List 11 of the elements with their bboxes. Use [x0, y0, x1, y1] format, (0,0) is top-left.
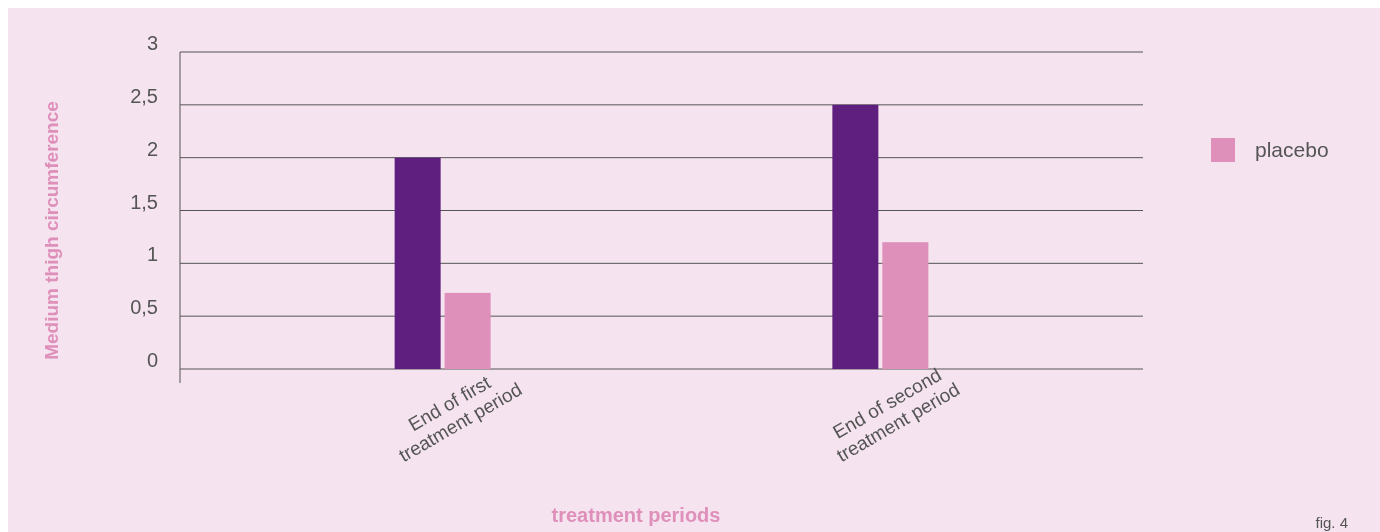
y-tick-label: 2,5 [130, 84, 158, 107]
caption: fig. 4 [1315, 514, 1348, 531]
legend-label: placebo [1255, 138, 1329, 161]
y-axis-title: Medium thigh circumference [41, 101, 62, 360]
x-axis-title: treatment periods [551, 504, 721, 526]
y-tick-label: 1 [146, 243, 158, 266]
y-tick-label: 1,5 [130, 190, 158, 213]
y-tick-label: 0,5 [130, 296, 158, 319]
y-tick-label: 0 [146, 349, 158, 371]
y-tick-label: 3 [146, 32, 158, 54]
y-tick-label: 2 [146, 137, 158, 160]
